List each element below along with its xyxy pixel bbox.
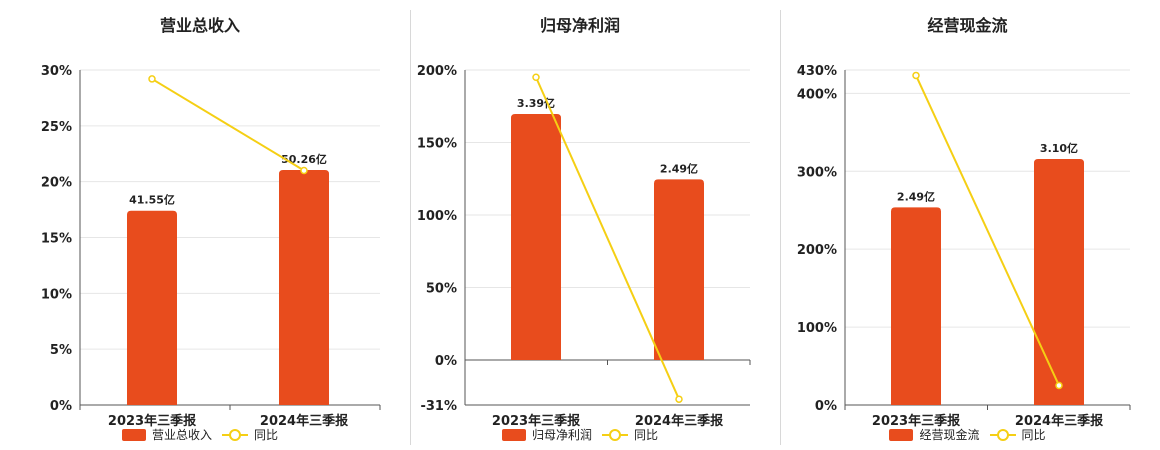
y-tick-label: 25%: [41, 120, 72, 135]
chart-panel-revenue: 营业总收入 0% 5% 10% 15% 20% 25% 30% 2023年三季报 2024年三季…: [0, 0, 400, 450]
bar: [1034, 159, 1084, 405]
yoy-line: [915, 75, 1060, 386]
legend-line-swatch: [989, 428, 1016, 441]
yoy-point: [532, 73, 540, 82]
legend: 经营现金流 同比: [775, 426, 1160, 443]
chart-title: 经营现金流: [927, 16, 1008, 35]
y-tick-label: 0%: [435, 354, 457, 369]
chart-title: 归母净利润: [539, 16, 620, 35]
y-tick-label: 50%: [426, 282, 457, 297]
yoy-point: [300, 166, 308, 175]
legend-bar-label: 营业总收入: [151, 428, 212, 442]
legend-bar-swatch: [121, 428, 146, 441]
legend: 营业总收入 同比: [0, 426, 400, 443]
y-tick-label: 100%: [797, 321, 837, 336]
y-tick-label: 400%: [797, 87, 837, 102]
chart-svg-cash-flow: 0% 100% 200% 300% 400% 430% 2023年三季报 2024年三季报 2.…: [797, 64, 1131, 429]
bar-data-label: 50.26亿: [281, 152, 327, 166]
chart-svg-net-profit: -31%0%50%100%150%200%2023年三季报 2024年三季报3.3…: [417, 64, 751, 429]
y-tick-label: 200%: [417, 64, 457, 79]
yoy-point: [675, 395, 683, 403]
x-category-label: 2024年三季报: [635, 413, 724, 429]
yoy-point: [912, 71, 920, 80]
bar: [511, 114, 561, 361]
legend-bar-swatch: [889, 428, 914, 441]
y-tick-label: 200%: [797, 243, 837, 258]
y-tick-label: 430%: [797, 64, 837, 79]
y-tick-label: 5%: [50, 343, 72, 358]
y-tick-label: 0%: [815, 399, 837, 414]
y-tick-label: 15%: [41, 232, 72, 247]
legend-bar-label: 经营现金流: [919, 428, 980, 442]
yoy-line: [535, 76, 680, 400]
y-tick-label: 0%: [50, 399, 72, 414]
x-category-label: 2024年三季报: [260, 413, 349, 429]
bar: [127, 210, 177, 405]
chart-panel-cash-flow: 经营现金流 0% 100% 200% 300% 400% 430% 2023年三季报 2024…: [775, 0, 1160, 450]
chart-title: 营业总收入: [159, 16, 240, 35]
y-tick-label: -31%: [420, 399, 457, 414]
y-tick-label: 30%: [41, 64, 72, 79]
panel-divider: [780, 10, 781, 445]
legend-line-swatch: [222, 428, 248, 441]
legend-line-label: 同比: [254, 428, 279, 442]
bar: [654, 179, 704, 361]
legend-line-label: 同比: [634, 428, 659, 442]
x-category-label: 2023年三季报: [108, 413, 197, 429]
x-category-label: 2024年三季报: [1015, 413, 1104, 429]
y-tick-label: 10%: [41, 287, 72, 302]
panel-divider: [410, 10, 411, 445]
yoy-point: [1055, 381, 1063, 390]
bar-data-label: 2.49亿: [660, 161, 698, 175]
chart-svg-revenue: 0% 5% 10% 15% 20% 25% 30% 2023年三季报 2024年三季报 41.55…: [41, 64, 381, 429]
legend: 归母净利润 同比: [385, 426, 775, 443]
bar-data-label: 3.10亿: [1040, 141, 1078, 155]
y-tick-label: 150%: [417, 137, 457, 152]
yoy-line: [151, 78, 305, 172]
x-category-label: 2023年三季报: [492, 413, 581, 429]
y-tick-label: 100%: [417, 209, 457, 224]
chart-panel-net-profit: 归母净利润 -31% 0% 50% 100% 150% 200% 2023年三季报 2024年…: [385, 0, 775, 450]
legend-line-label: 同比: [1021, 428, 1046, 442]
legend-line-swatch: [602, 428, 628, 441]
bar: [279, 170, 329, 405]
bar: [891, 207, 941, 405]
legend-bar-swatch: [501, 428, 526, 441]
x-category-label: 2023年三季报: [872, 413, 961, 429]
legend-bar-label: 归母净利润: [531, 428, 592, 442]
bar-data-label: 2.49亿: [897, 189, 935, 203]
bar-data-label: 41.55亿: [129, 193, 175, 207]
yoy-point: [148, 75, 156, 83]
y-tick-label: 20%: [41, 176, 72, 191]
y-tick-label: 300%: [797, 165, 837, 180]
